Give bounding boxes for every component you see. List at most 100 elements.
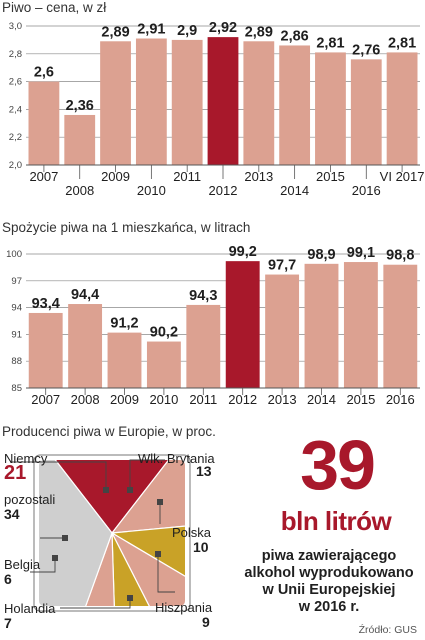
y-tick-label: 85 bbox=[11, 383, 22, 394]
data-label: 2,81 bbox=[316, 35, 344, 51]
data-label: 2,91 bbox=[137, 22, 165, 38]
x-tick-label: 2009 bbox=[110, 392, 139, 407]
x-tick-label: 2015 bbox=[316, 169, 345, 184]
pie-slice bbox=[110, 521, 185, 595]
x-tick-label: 2008 bbox=[65, 183, 94, 198]
data-label: 2,36 bbox=[66, 98, 94, 114]
pie-label-pozostali: pozostali 34 bbox=[4, 492, 56, 522]
data-label: 99,1 bbox=[347, 245, 375, 261]
pie-value-wlk-brytania: 13 bbox=[196, 463, 212, 479]
x-tick-label: 2016 bbox=[352, 183, 381, 198]
pie-slice bbox=[39, 460, 185, 534]
data-label: 97,7 bbox=[268, 258, 296, 274]
consumption-bar-chart: 85 88 91 94 97 100 93,4 2007 94,4 2008 91,2 2009 90,… bbox=[6, 244, 420, 407]
pie-slices bbox=[39, 460, 185, 606]
y-tick-label: 3,0 bbox=[9, 21, 22, 32]
x-tick-label: 2011 bbox=[173, 169, 201, 184]
bar bbox=[171, 39, 203, 165]
x-tick-label: 2016 bbox=[386, 392, 415, 407]
data-label: 2,9 bbox=[177, 23, 197, 39]
pie-label-polska: Polska bbox=[172, 525, 212, 540]
pie-value-hiszpania: 9 bbox=[202, 614, 210, 630]
pie-slice bbox=[110, 460, 185, 534]
leader-line bbox=[10, 461, 107, 490]
bar bbox=[100, 41, 131, 165]
data-label: 2,86 bbox=[281, 28, 309, 44]
bar bbox=[68, 304, 103, 388]
bar bbox=[265, 274, 300, 388]
pie-label-belgia: Belgia 6 bbox=[4, 557, 41, 587]
y-tick-label: 2,0 bbox=[9, 160, 22, 171]
chart3-title: Producenci piwa w Europie, w proc. bbox=[2, 424, 216, 439]
x-tick-label: 2012 bbox=[209, 183, 238, 198]
bar bbox=[64, 114, 96, 165]
bar bbox=[350, 59, 382, 165]
callout-line-2: alkohol wyprodukowano bbox=[244, 565, 414, 581]
leader-line bbox=[30, 558, 56, 573]
pie-slice bbox=[111, 532, 167, 606]
y-tick-label: 97 bbox=[11, 276, 22, 287]
x-tick-label: 2011 bbox=[189, 392, 217, 407]
y-tick-label: 2,6 bbox=[9, 77, 22, 88]
x-tick-label: 2007 bbox=[31, 392, 60, 407]
callout-description: piwa zawierającego alkohol wyprodukowano… bbox=[238, 548, 420, 616]
source-note: Źródło: GUS bbox=[358, 624, 417, 636]
bar bbox=[383, 264, 418, 388]
bar bbox=[186, 304, 221, 388]
bar bbox=[107, 332, 142, 388]
pie-slice bbox=[71, 532, 117, 606]
callout-line-4: w 2016 r. bbox=[298, 599, 360, 615]
y-tick-label: 91 bbox=[11, 329, 22, 340]
y-tick-label: 88 bbox=[11, 356, 22, 367]
bar bbox=[243, 41, 275, 165]
bar bbox=[315, 52, 346, 165]
data-label: 2,89 bbox=[101, 24, 129, 40]
bar bbox=[28, 81, 60, 165]
pie-label-niemcy: Niemcy 21 bbox=[4, 451, 48, 484]
bar bbox=[386, 52, 418, 165]
chart2-title: Spożycie piwa na 1 mieszkańca, w litrach bbox=[2, 220, 251, 235]
data-label: 2,89 bbox=[245, 24, 273, 40]
producers-pie-chart bbox=[10, 454, 191, 612]
bar bbox=[304, 263, 339, 388]
x-tick-label: 2010 bbox=[149, 392, 178, 407]
data-label: 2,92 bbox=[209, 20, 237, 36]
x-tick-label: VI 2017 bbox=[380, 169, 425, 184]
callout-unit: bln litrów bbox=[280, 506, 392, 536]
y-tick-label: 2,2 bbox=[9, 132, 22, 143]
x-tick-label: 2009 bbox=[101, 169, 130, 184]
data-label: 99,2 bbox=[229, 244, 257, 260]
bar bbox=[146, 341, 181, 388]
leader-marker bbox=[127, 595, 133, 601]
y-tick-label: 94 bbox=[11, 303, 22, 314]
bar bbox=[28, 312, 63, 388]
price-bar-chart: 2,0 2,2 2,4 2,6 2,8 3,0 2,6 2007 2,36 2008 2,89 200… bbox=[9, 20, 425, 198]
leader-marker bbox=[52, 555, 58, 561]
data-label: 2,81 bbox=[388, 35, 416, 51]
leader-line bbox=[129, 459, 165, 490]
data-label: 2,76 bbox=[352, 42, 380, 58]
pie-slice bbox=[39, 460, 113, 606]
leader-line bbox=[60, 598, 131, 609]
data-label: 94,4 bbox=[71, 287, 99, 303]
pie-label-holandia: Holandia 7 bbox=[4, 601, 56, 631]
x-tick-label: 2013 bbox=[244, 169, 273, 184]
pie-label-wlk-brytania: Wlk. Brytania bbox=[138, 451, 215, 466]
data-label: 94,3 bbox=[189, 288, 217, 304]
x-tick-label: 2013 bbox=[268, 392, 297, 407]
x-tick-label: 2012 bbox=[228, 392, 257, 407]
chart1-title: Piwo – cena, w zł bbox=[2, 0, 107, 15]
bar bbox=[207, 37, 239, 166]
data-label: 98,8 bbox=[386, 248, 414, 264]
bar bbox=[135, 38, 167, 166]
y-tick-label: 2,8 bbox=[9, 49, 22, 60]
callout-number: 39 bbox=[300, 426, 376, 504]
leader-marker bbox=[157, 499, 163, 505]
callout-line-3: w Unii Europejskiej bbox=[262, 582, 396, 598]
leader-line bbox=[157, 554, 175, 593]
leader-marker bbox=[103, 487, 109, 493]
x-tick-label: 2008 bbox=[71, 392, 100, 407]
pie-slice bbox=[110, 531, 185, 606]
y-tick-label: 100 bbox=[6, 249, 22, 260]
data-label: 93,4 bbox=[32, 296, 60, 312]
